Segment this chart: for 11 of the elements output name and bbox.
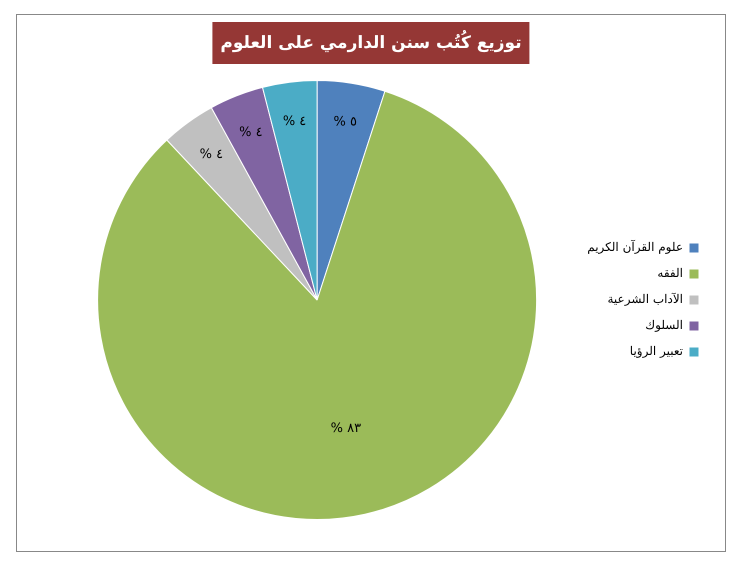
legend-label: الآداب الشرعية bbox=[608, 292, 683, 306]
legend-label: تعبير الرؤيا bbox=[630, 344, 683, 358]
data-label: ٤ % bbox=[239, 125, 263, 140]
data-label: ٥ % bbox=[334, 114, 358, 130]
data-label: ٨٣ % bbox=[330, 420, 362, 436]
legend-label: علوم القرآن الكريم bbox=[587, 239, 683, 254]
legend-label: الفقه bbox=[657, 266, 683, 280]
data-label: ٤ % bbox=[282, 114, 306, 129]
legend-label: السلوك bbox=[645, 318, 683, 332]
chart-title: توزيع كُتُب سنن الدارمي على العلوم bbox=[212, 22, 530, 64]
data-label: ٤ % bbox=[200, 146, 224, 162]
